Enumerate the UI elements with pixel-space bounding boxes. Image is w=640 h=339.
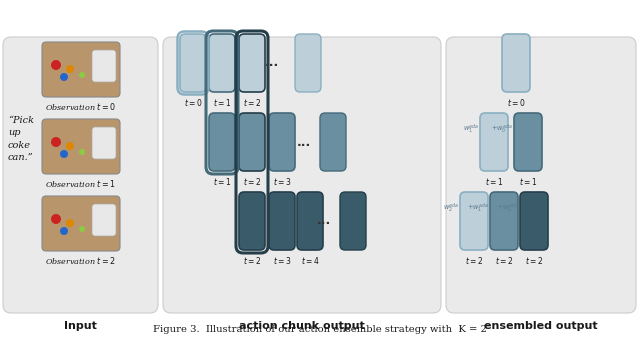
- FancyBboxPatch shape: [514, 113, 542, 171]
- FancyBboxPatch shape: [295, 34, 321, 92]
- Text: ...: ...: [317, 215, 331, 227]
- FancyBboxPatch shape: [490, 192, 518, 250]
- Text: $t=1$: $t=1$: [484, 176, 503, 187]
- Text: $t=0$: $t=0$: [507, 97, 525, 108]
- Circle shape: [51, 60, 61, 70]
- FancyBboxPatch shape: [269, 192, 295, 250]
- Text: $t=1$: $t=1$: [519, 176, 537, 187]
- FancyBboxPatch shape: [460, 192, 488, 250]
- Text: $t=2$: $t=2$: [525, 255, 543, 266]
- Text: $t=2$: $t=2$: [243, 97, 261, 108]
- Text: $t=1$: $t=1$: [212, 176, 231, 187]
- Circle shape: [51, 137, 61, 147]
- Text: $t=2$: $t=2$: [495, 255, 513, 266]
- Text: $t=2$: $t=2$: [243, 176, 261, 187]
- Text: $t=4$: $t=4$: [301, 255, 319, 266]
- FancyBboxPatch shape: [163, 37, 441, 313]
- FancyBboxPatch shape: [446, 37, 636, 313]
- FancyBboxPatch shape: [239, 192, 265, 250]
- Text: $t=2$: $t=2$: [465, 255, 483, 266]
- Circle shape: [60, 150, 68, 158]
- FancyBboxPatch shape: [92, 50, 116, 82]
- Circle shape: [66, 65, 74, 73]
- FancyBboxPatch shape: [92, 204, 116, 236]
- FancyBboxPatch shape: [239, 34, 265, 92]
- Text: $t=3$: $t=3$: [273, 176, 291, 187]
- FancyBboxPatch shape: [239, 113, 265, 171]
- FancyBboxPatch shape: [502, 34, 530, 92]
- FancyBboxPatch shape: [297, 192, 323, 250]
- Text: Observation $t=2$: Observation $t=2$: [45, 255, 116, 266]
- Circle shape: [66, 142, 74, 150]
- Text: $t=1$: $t=1$: [212, 97, 231, 108]
- Text: ensembled output: ensembled output: [484, 321, 598, 331]
- FancyBboxPatch shape: [92, 127, 116, 159]
- Text: ...: ...: [297, 136, 311, 148]
- Text: Input: Input: [63, 321, 97, 331]
- FancyBboxPatch shape: [520, 192, 548, 250]
- Text: $t=3$: $t=3$: [273, 255, 291, 266]
- Circle shape: [66, 219, 74, 227]
- FancyBboxPatch shape: [209, 113, 235, 171]
- Text: $+w_0^{ada}$: $+w_0^{ada}$: [497, 202, 519, 215]
- Text: $t=0$: $t=0$: [184, 97, 202, 108]
- FancyBboxPatch shape: [42, 196, 120, 251]
- Circle shape: [60, 227, 68, 235]
- Circle shape: [79, 72, 85, 78]
- FancyBboxPatch shape: [42, 119, 120, 174]
- Text: $w_2^{ada}$: $w_2^{ada}$: [443, 202, 459, 215]
- Circle shape: [79, 149, 85, 155]
- Text: Figure 3.  Illustration of our action ensemble strategy with  K = 2: Figure 3. Illustration of our action ens…: [153, 325, 487, 334]
- Text: action chunk output: action chunk output: [239, 321, 365, 331]
- Text: “Pick
up
coke
can.”: “Pick up coke can.”: [8, 116, 34, 162]
- FancyBboxPatch shape: [480, 113, 508, 171]
- FancyBboxPatch shape: [42, 42, 120, 97]
- Text: $+w_0^{ada}$: $+w_0^{ada}$: [492, 123, 513, 136]
- FancyBboxPatch shape: [180, 34, 206, 92]
- Text: $t=2$: $t=2$: [243, 255, 261, 266]
- FancyBboxPatch shape: [340, 192, 366, 250]
- Text: Observation $t=0$: Observation $t=0$: [45, 101, 116, 112]
- FancyBboxPatch shape: [209, 34, 235, 92]
- Text: ...: ...: [265, 57, 279, 69]
- Text: $w_1^{ada}$: $w_1^{ada}$: [463, 123, 479, 136]
- FancyBboxPatch shape: [320, 113, 346, 171]
- Circle shape: [79, 226, 85, 232]
- Text: $+w_1^{ada}$: $+w_1^{ada}$: [467, 202, 489, 215]
- Circle shape: [60, 73, 68, 81]
- Text: Observation $t=1$: Observation $t=1$: [45, 178, 116, 189]
- FancyBboxPatch shape: [269, 113, 295, 171]
- Circle shape: [51, 214, 61, 224]
- FancyBboxPatch shape: [3, 37, 158, 313]
